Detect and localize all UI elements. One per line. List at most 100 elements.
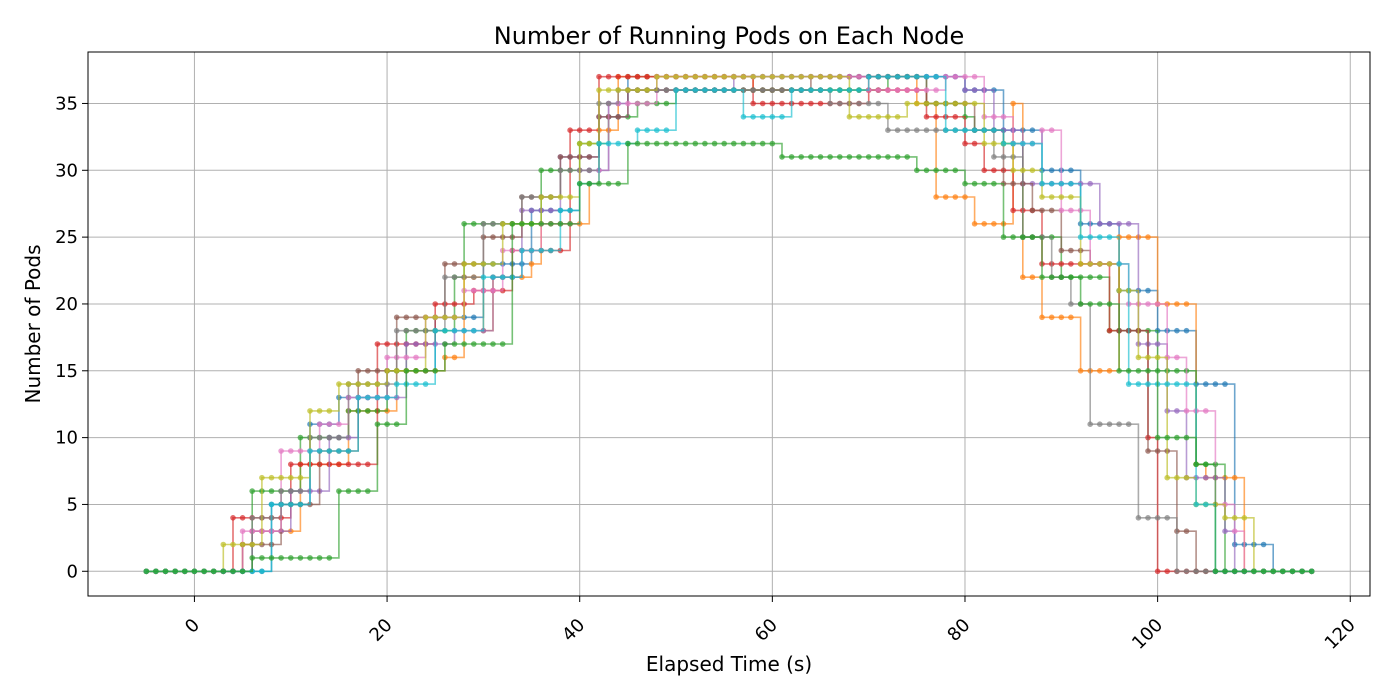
data-point xyxy=(1097,301,1103,307)
data-point xyxy=(769,87,776,93)
data-point xyxy=(538,167,544,174)
data-point xyxy=(1010,167,1016,174)
data-point xyxy=(856,154,862,160)
data-point xyxy=(827,100,833,107)
data-point xyxy=(1039,127,1045,133)
data-point xyxy=(981,127,987,133)
data-point xyxy=(615,114,621,120)
data-point xyxy=(798,73,804,80)
data-point xyxy=(740,73,747,80)
data-point xyxy=(759,114,766,120)
data-point xyxy=(1097,274,1103,281)
series-line xyxy=(146,75,1312,573)
data-point xyxy=(1048,274,1055,281)
data-point xyxy=(779,114,785,120)
data-point xyxy=(615,180,621,187)
data-point xyxy=(586,167,593,174)
data-point xyxy=(759,140,766,147)
data-point xyxy=(1183,434,1190,441)
data-point xyxy=(336,421,342,428)
data-point xyxy=(1231,515,1238,521)
data-point xyxy=(731,140,737,147)
data-point xyxy=(1097,368,1103,374)
data-point xyxy=(1222,568,1228,575)
data-point xyxy=(1135,354,1142,361)
data-point xyxy=(1203,408,1209,414)
data-point xyxy=(1020,234,1026,240)
data-point xyxy=(259,474,265,481)
data-point xyxy=(1145,287,1151,294)
data-point xyxy=(644,140,650,147)
data-point xyxy=(923,87,930,93)
data-point xyxy=(297,488,304,494)
data-point xyxy=(634,140,641,147)
data-point xyxy=(817,87,824,93)
data-point xyxy=(1154,515,1161,521)
data-point xyxy=(692,73,699,80)
data-point xyxy=(875,114,882,120)
data-point xyxy=(1106,261,1113,267)
data-point xyxy=(1087,261,1093,267)
data-point xyxy=(663,87,670,93)
data-point xyxy=(201,568,207,575)
data-point xyxy=(567,207,573,214)
data-point xyxy=(1125,381,1132,387)
data-point xyxy=(1174,434,1180,441)
data-point xyxy=(1068,180,1074,187)
data-point xyxy=(297,461,304,468)
data-point xyxy=(923,114,930,120)
data-point xyxy=(875,100,882,107)
data-point xyxy=(914,73,920,80)
data-point xyxy=(220,541,227,548)
data-point xyxy=(567,221,573,227)
y-tick-label: 30 xyxy=(55,160,78,181)
data-point xyxy=(499,341,506,347)
data-point xyxy=(798,154,804,160)
data-point xyxy=(991,154,997,160)
data-point xyxy=(268,501,275,508)
data-point xyxy=(548,207,554,214)
data-point xyxy=(1270,568,1276,575)
data-point xyxy=(1077,301,1084,307)
data-point xyxy=(952,194,959,200)
data-point xyxy=(682,73,689,80)
data-point xyxy=(413,341,419,347)
data-point xyxy=(1231,568,1238,575)
data-point xyxy=(682,87,689,93)
data-point xyxy=(673,87,679,93)
data-point xyxy=(1222,515,1228,521)
data-point xyxy=(239,528,246,534)
data-point xyxy=(528,207,535,214)
data-point xyxy=(952,114,959,120)
y-tick-label: 15 xyxy=(55,361,78,382)
data-point xyxy=(615,140,621,147)
data-point xyxy=(654,73,660,80)
data-point xyxy=(942,194,949,200)
data-point xyxy=(962,194,968,200)
data-point xyxy=(1154,448,1161,454)
data-point xyxy=(509,221,516,227)
data-point xyxy=(471,261,477,267)
data-point xyxy=(384,368,390,374)
data-point xyxy=(1174,327,1180,334)
data-point xyxy=(1145,301,1151,307)
data-point xyxy=(894,154,901,160)
data-point xyxy=(499,274,506,281)
data-point xyxy=(403,354,410,361)
series-9 xyxy=(143,73,1315,575)
y-tick-label: 20 xyxy=(55,294,78,315)
data-point xyxy=(1106,368,1113,374)
data-point xyxy=(865,154,872,160)
data-point xyxy=(442,341,448,347)
data-point xyxy=(1106,327,1113,334)
data-point xyxy=(576,127,583,133)
data-point xyxy=(1125,421,1132,428)
data-point xyxy=(1203,381,1209,387)
data-point xyxy=(288,501,294,508)
y-tick-label: 0 xyxy=(67,561,78,582)
data-point xyxy=(422,368,429,374)
data-point xyxy=(336,461,342,468)
data-point xyxy=(471,341,477,347)
data-point xyxy=(991,167,997,174)
data-point xyxy=(1000,140,1007,147)
